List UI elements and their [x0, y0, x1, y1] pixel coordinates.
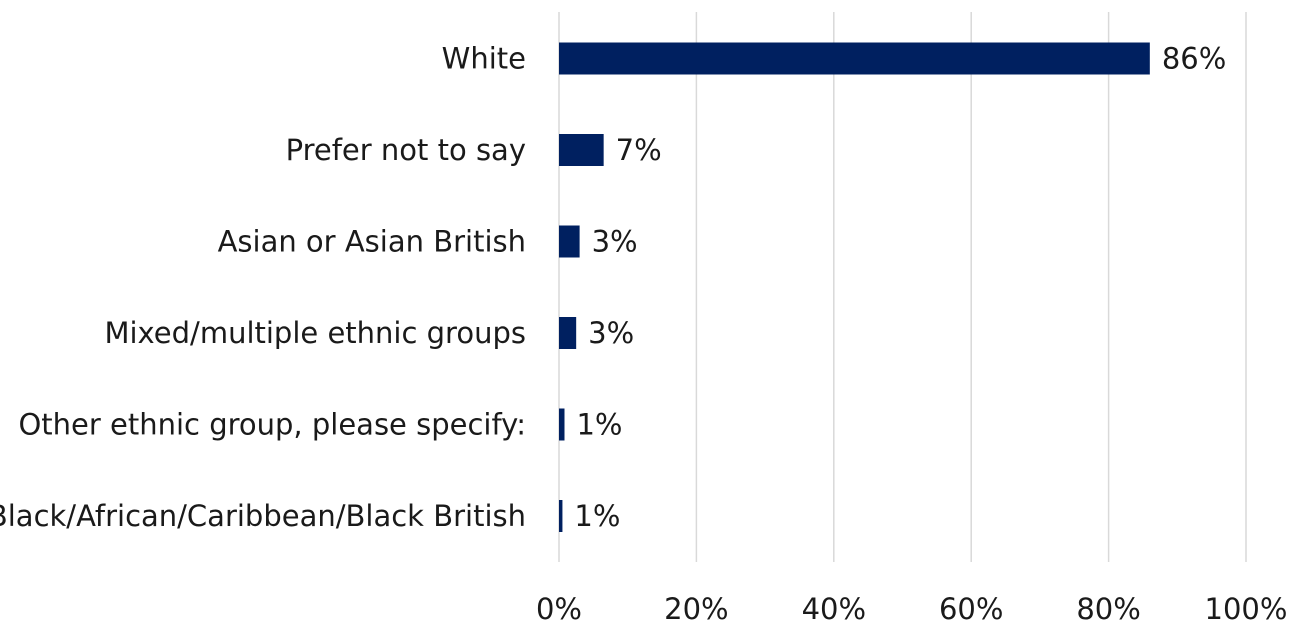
bar [559, 408, 565, 441]
category-label: White [442, 42, 526, 76]
category-label: Asian or Asian British [218, 225, 526, 259]
category-label: Mixed/multiple ethnic groups [104, 316, 526, 350]
x-tick-label: 80% [1076, 592, 1140, 623]
x-tick-label: 0% [536, 592, 582, 623]
data-label: 1% [574, 499, 620, 533]
x-tick-label: 60% [939, 592, 1003, 623]
category-label: Prefer not to say [286, 133, 526, 167]
data-label: 7% [616, 133, 662, 167]
bar [559, 225, 580, 258]
bar [559, 500, 563, 532]
x-tick-label: 20% [664, 592, 728, 623]
x-tick-label: 100% [1205, 592, 1288, 623]
bar [559, 317, 577, 349]
bars [559, 42, 1150, 532]
data-label: 3% [588, 316, 634, 350]
category-labels: White Prefer not to say Asian or Asian Bri… [0, 42, 526, 534]
data-label: 86% [1162, 42, 1226, 76]
category-label: Black/African/Caribbean/Black British [0, 499, 526, 533]
data-label: 1% [576, 408, 622, 442]
data-label: 3% [592, 225, 638, 259]
data-labels: 86% 7% 3% 3% 1% 1% [574, 42, 1226, 534]
bar [559, 134, 604, 166]
x-tick-label: 40% [802, 592, 866, 623]
gridlines [558, 12, 1247, 562]
category-label: Other ethnic group, please specify: [18, 408, 526, 442]
bar [559, 42, 1150, 75]
x-axis-tick-labels: 0% 20% 40% 60% 80% 100% [536, 592, 1287, 623]
